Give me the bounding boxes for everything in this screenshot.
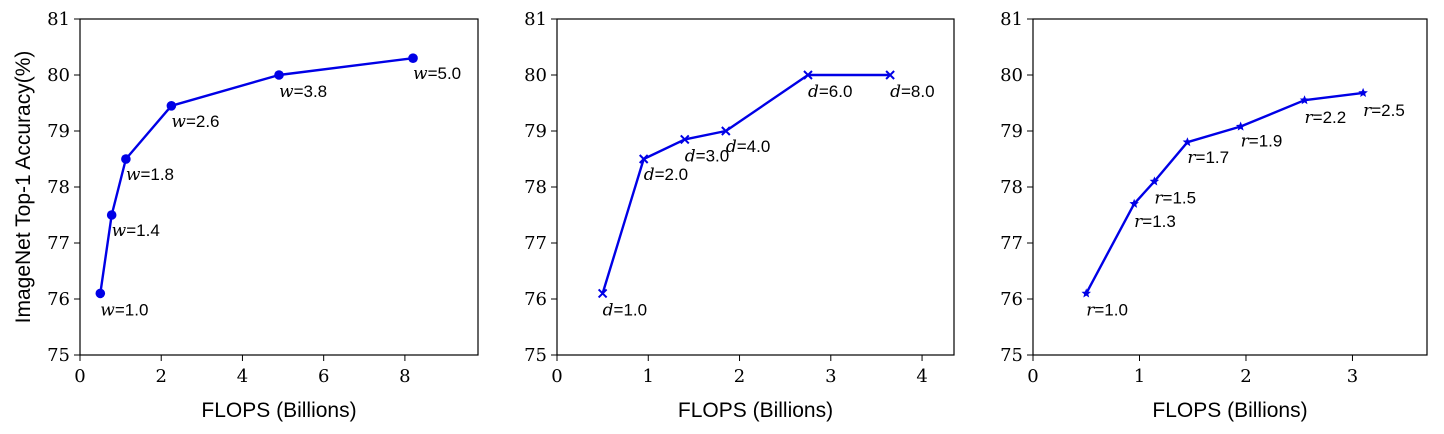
chart-panel-3: 0 1 2 3 75 76 77 78 79 80 81 FLOPS (Billions) r=1.0 r… xyxy=(1000,9,1428,422)
data-label: d=8.0 xyxy=(890,82,934,102)
x-tick-label: 6 xyxy=(318,366,329,387)
y-tick-label: 78 xyxy=(524,177,547,198)
x-tick-label: 0 xyxy=(74,366,85,387)
data-label: r=1.7 xyxy=(1187,148,1229,168)
x-tick-label: 0 xyxy=(551,366,562,387)
data-label: r=1.9 xyxy=(1241,132,1283,152)
y-tick-label: 80 xyxy=(1000,65,1023,86)
x-tick-label: 3 xyxy=(825,366,836,387)
data-label: d=4.0 xyxy=(726,137,770,157)
data-point xyxy=(680,134,690,145)
data-point xyxy=(274,70,284,80)
data-point xyxy=(1149,176,1160,186)
y-tick-label: 81 xyxy=(524,9,547,30)
chart-panel-2: 0 1 2 3 4 75 76 77 78 79 80 81 FLOPS (Billions) d=1.0… xyxy=(524,9,955,422)
x-tick-label: 2 xyxy=(734,366,745,387)
x-tick-label: 4 xyxy=(916,366,927,387)
x-tick-label: 4 xyxy=(237,366,248,387)
data-label: d=1.0 xyxy=(603,300,647,320)
data-point xyxy=(597,288,608,299)
data-label: w=1.8 xyxy=(126,165,174,185)
data-label: w=1.0 xyxy=(100,300,148,320)
data-label: d=2.0 xyxy=(644,165,688,185)
y-tick-label: 76 xyxy=(524,289,547,310)
x-tick-label: 1 xyxy=(1134,366,1145,387)
x-tick-label: 2 xyxy=(1240,366,1251,387)
data-label: d=3.0 xyxy=(685,146,729,166)
data-label: w=2.6 xyxy=(171,112,219,132)
data-label: r=1.5 xyxy=(1154,188,1196,208)
data-label: w=3.8 xyxy=(279,82,327,102)
data-point xyxy=(1129,198,1139,208)
data-point xyxy=(1358,87,1368,97)
y-axis-label: ImageNet Top-1 Accuracy(%) xyxy=(12,51,35,324)
y-tick-label: 77 xyxy=(524,233,547,254)
y-tick-label: 78 xyxy=(1000,177,1023,198)
data-point xyxy=(1182,137,1193,147)
x-tick-label: 0 xyxy=(1027,366,1038,387)
data-point xyxy=(721,126,731,136)
data-label: r=1.3 xyxy=(1134,212,1176,232)
data-label: r=1.0 xyxy=(1086,300,1128,320)
y-tick-label: 79 xyxy=(47,121,70,142)
y-tick-label: 79 xyxy=(524,121,547,142)
y-tick-label: 75 xyxy=(1000,345,1023,366)
y-tick-label: 81 xyxy=(1000,9,1023,30)
x-tick-label: 1 xyxy=(643,366,654,387)
y-tick-label: 79 xyxy=(1000,121,1023,142)
data-label: d=6.0 xyxy=(808,82,852,102)
y-tick-label: 76 xyxy=(47,289,70,310)
y-tick-label: 80 xyxy=(47,65,70,86)
y-tick-label: 77 xyxy=(1000,233,1023,254)
data-point xyxy=(638,154,649,164)
y-tick-label: 81 xyxy=(47,9,70,30)
y-tick-label: 77 xyxy=(47,233,70,254)
series-line xyxy=(99,57,414,294)
data-label: r=2.2 xyxy=(1305,108,1347,128)
x-axis-label: FLOPS (Billions) xyxy=(678,399,833,422)
x-tick-label: 2 xyxy=(155,366,166,387)
data-label: w=5.0 xyxy=(413,64,461,84)
x-tick-label: 8 xyxy=(399,366,410,387)
data-point xyxy=(166,101,177,111)
y-tick-label: 76 xyxy=(1000,289,1023,310)
y-tick-label: 80 xyxy=(524,65,547,86)
data-point xyxy=(803,70,813,80)
y-tick-label: 78 xyxy=(47,177,70,198)
data-point xyxy=(408,53,418,63)
data-point xyxy=(885,70,895,80)
data-point xyxy=(106,210,117,220)
series-line xyxy=(601,73,891,294)
data-point xyxy=(1081,288,1091,298)
y-tick-label: 75 xyxy=(524,345,547,366)
x-tick-label: 3 xyxy=(1347,366,1358,387)
data-label: w=1.4 xyxy=(112,221,160,241)
data-point xyxy=(1235,121,1246,131)
data-point xyxy=(121,154,131,164)
data-label: r=2.5 xyxy=(1363,101,1405,121)
data-point xyxy=(95,288,106,299)
x-axis-label: FLOPS (Billions) xyxy=(1152,399,1307,422)
x-axis-label: FLOPS (Billions) xyxy=(201,399,356,422)
data-point xyxy=(1299,95,1310,105)
y-tick-label: 75 xyxy=(47,345,70,366)
chart-panel-1: 0 2 4 6 8 75 76 77 78 79 80 81 FLOPS (Billions) w=1.0… xyxy=(47,9,479,422)
